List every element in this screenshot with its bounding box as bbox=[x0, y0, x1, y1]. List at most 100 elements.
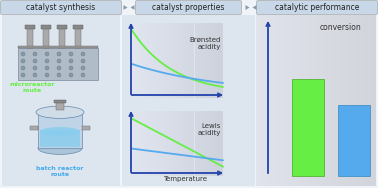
Bar bbox=[160, 23, 163, 98]
Bar bbox=[264, 15, 268, 186]
Bar bbox=[360, 15, 364, 186]
Text: Brønsted
acidity: Brønsted acidity bbox=[190, 36, 221, 50]
Polygon shape bbox=[124, 5, 127, 10]
Circle shape bbox=[45, 52, 49, 56]
Bar bbox=[54, 100, 66, 103]
Bar bbox=[332, 15, 336, 186]
Bar bbox=[220, 111, 223, 176]
Bar bbox=[25, 26, 35, 29]
Bar bbox=[191, 111, 195, 176]
Bar bbox=[191, 23, 195, 98]
Text: batch reactor
route: batch reactor route bbox=[36, 166, 84, 177]
Bar bbox=[2, 15, 120, 186]
Bar bbox=[147, 23, 150, 98]
Bar bbox=[324, 15, 328, 186]
Bar bbox=[163, 23, 166, 98]
Circle shape bbox=[21, 66, 25, 70]
Bar bbox=[138, 111, 141, 176]
Bar bbox=[144, 111, 147, 176]
Bar bbox=[195, 23, 198, 98]
FancyBboxPatch shape bbox=[0, 1, 121, 14]
Bar bbox=[134, 111, 138, 176]
Polygon shape bbox=[253, 5, 257, 10]
Bar bbox=[338, 105, 370, 176]
Bar bbox=[336, 15, 340, 186]
Bar bbox=[166, 23, 169, 98]
Text: catalyst synthesis: catalyst synthesis bbox=[26, 3, 96, 12]
Bar bbox=[328, 15, 332, 186]
Bar bbox=[169, 23, 172, 98]
Circle shape bbox=[69, 66, 73, 70]
Bar bbox=[128, 23, 131, 98]
FancyBboxPatch shape bbox=[18, 48, 98, 80]
Bar bbox=[169, 111, 172, 176]
Bar bbox=[141, 23, 144, 98]
Bar bbox=[56, 102, 64, 110]
Bar bbox=[175, 111, 179, 176]
Bar bbox=[201, 23, 204, 98]
Bar bbox=[128, 111, 131, 176]
Bar bbox=[356, 15, 360, 186]
Bar bbox=[175, 23, 179, 98]
Bar bbox=[372, 15, 376, 186]
Bar bbox=[147, 111, 150, 176]
Bar bbox=[292, 15, 296, 186]
Bar bbox=[288, 15, 292, 186]
Bar bbox=[131, 23, 134, 98]
Bar bbox=[59, 28, 65, 48]
Bar bbox=[201, 111, 204, 176]
Bar bbox=[214, 111, 217, 176]
Bar bbox=[27, 28, 33, 48]
Bar bbox=[153, 111, 156, 176]
Circle shape bbox=[21, 73, 25, 77]
Circle shape bbox=[33, 66, 37, 70]
Circle shape bbox=[33, 52, 37, 56]
Polygon shape bbox=[245, 5, 249, 10]
Circle shape bbox=[57, 52, 61, 56]
Bar bbox=[156, 111, 160, 176]
Bar bbox=[172, 23, 175, 98]
Bar bbox=[217, 111, 220, 176]
Bar bbox=[75, 28, 81, 48]
Bar bbox=[276, 15, 280, 186]
Circle shape bbox=[45, 59, 49, 63]
Bar bbox=[204, 23, 207, 98]
Bar bbox=[198, 111, 201, 176]
Bar bbox=[185, 111, 188, 176]
Bar bbox=[38, 112, 82, 148]
Bar bbox=[150, 111, 153, 176]
Circle shape bbox=[69, 52, 73, 56]
Bar bbox=[30, 126, 38, 130]
Bar bbox=[292, 79, 324, 176]
Circle shape bbox=[21, 59, 25, 63]
FancyBboxPatch shape bbox=[257, 1, 378, 14]
Text: catalytic performance: catalytic performance bbox=[275, 3, 359, 12]
Bar bbox=[207, 111, 210, 176]
Bar bbox=[312, 15, 316, 186]
Bar bbox=[163, 111, 166, 176]
Circle shape bbox=[81, 73, 85, 77]
Circle shape bbox=[81, 52, 85, 56]
Bar bbox=[300, 15, 304, 186]
Text: Temperature: Temperature bbox=[163, 176, 207, 182]
Text: Lewis
acidity: Lewis acidity bbox=[198, 123, 221, 136]
Circle shape bbox=[33, 59, 37, 63]
Bar bbox=[207, 23, 210, 98]
Ellipse shape bbox=[38, 142, 82, 154]
Bar bbox=[256, 15, 376, 186]
Circle shape bbox=[69, 73, 73, 77]
Bar bbox=[182, 23, 185, 98]
Bar bbox=[188, 23, 191, 98]
Bar bbox=[304, 15, 308, 186]
Bar bbox=[179, 23, 182, 98]
Bar bbox=[210, 23, 214, 98]
Bar bbox=[272, 15, 276, 186]
Bar bbox=[134, 23, 138, 98]
Text: microreactor
route: microreactor route bbox=[9, 82, 55, 93]
Circle shape bbox=[81, 59, 85, 63]
Bar bbox=[188, 111, 191, 176]
Bar bbox=[144, 23, 147, 98]
Bar bbox=[82, 126, 90, 130]
Bar bbox=[160, 111, 163, 176]
Bar bbox=[348, 15, 352, 186]
